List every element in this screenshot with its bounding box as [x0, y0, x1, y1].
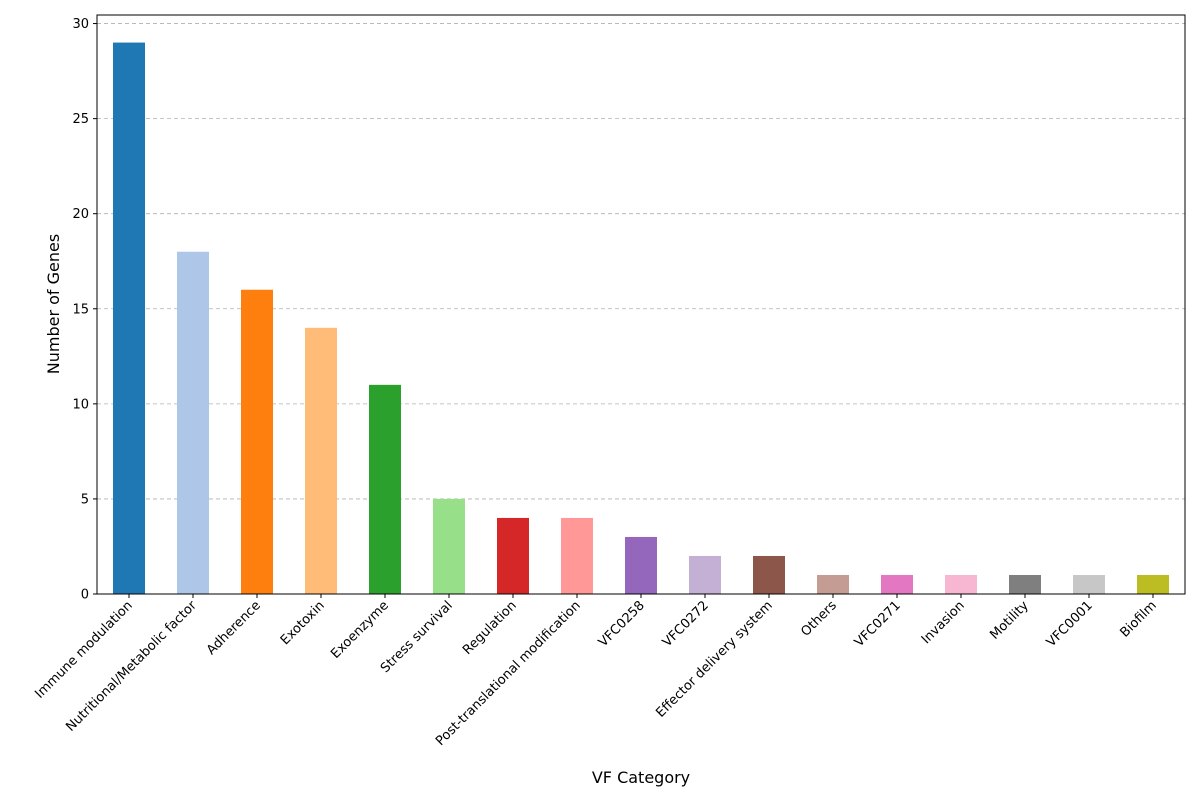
bar	[881, 574, 913, 594]
y-axis-label: Number of Genes	[44, 234, 63, 374]
x-axis-label: VF Category	[592, 768, 690, 787]
bar	[369, 384, 401, 594]
bar	[945, 574, 977, 594]
y-tick-label: 5	[81, 492, 89, 507]
y-tick-label: 30	[72, 17, 89, 32]
x-tick-label: Invasion	[919, 598, 968, 647]
x-tick-label: Adherence	[204, 598, 264, 658]
x-tick-label: Nutritional/Metabolic factor	[63, 598, 200, 735]
x-tick-label: VFC0272	[660, 598, 712, 650]
bar	[625, 536, 657, 594]
x-tick-label: VFC0258	[596, 598, 648, 650]
x-tick-label: Others	[798, 598, 840, 640]
bar	[561, 517, 593, 594]
bar	[1009, 574, 1041, 594]
x-tick-label: Motility	[987, 598, 1032, 643]
x-tick-label: Biofilm	[1117, 598, 1159, 640]
bar	[1137, 574, 1169, 594]
bar	[241, 289, 273, 594]
y-tick-label: 0	[81, 588, 89, 603]
x-tick-label: Effector delivery system	[653, 598, 775, 720]
bar	[753, 555, 785, 594]
y-tick-label: 15	[72, 302, 89, 317]
x-tick-label: Exotoxin	[278, 598, 328, 648]
bar	[305, 327, 337, 594]
bar	[817, 574, 849, 594]
bar	[177, 251, 209, 594]
bar	[1073, 574, 1105, 594]
y-tick-label: 20	[72, 207, 89, 222]
x-tick-label: Post-translational modification	[433, 598, 584, 749]
y-tick-label: 25	[72, 112, 89, 127]
y-tick-label: 10	[72, 397, 89, 412]
bar	[433, 498, 465, 594]
bar	[497, 517, 529, 594]
x-tick-label: VFC0271	[852, 598, 904, 650]
x-tick-label: VFC0001	[1044, 598, 1096, 650]
bar	[113, 42, 145, 595]
x-tick-label: Exoenzyme	[328, 598, 392, 662]
plot-frame	[96, 14, 1186, 595]
bar	[689, 555, 721, 594]
x-tick-label: Regulation	[460, 598, 520, 658]
